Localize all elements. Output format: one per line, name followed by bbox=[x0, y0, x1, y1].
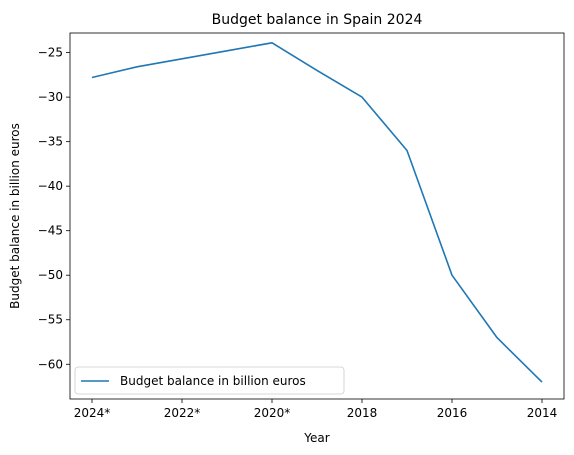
x-tick-label: 2022* bbox=[164, 406, 201, 420]
x-tick-label: 2024* bbox=[74, 406, 111, 420]
x-axis-label: Year bbox=[303, 431, 329, 445]
series-line-budget-balance bbox=[91, 41, 543, 383]
series-layer bbox=[91, 41, 543, 383]
y-tick-label: −40 bbox=[38, 179, 63, 193]
y-axis-label: Budget balance in billion euros bbox=[8, 123, 22, 309]
y-axis-ticks: −25 −30 −35 −40 −45 −50 −55 −60 bbox=[38, 46, 70, 371]
plot-frame bbox=[69, 32, 565, 400]
x-tick-label: 2014 bbox=[527, 406, 558, 420]
y-tick-label: −30 bbox=[38, 90, 63, 104]
x-tick-label: 2016 bbox=[437, 406, 468, 420]
y-tick-label: −45 bbox=[38, 224, 63, 238]
y-tick-label: −60 bbox=[38, 357, 63, 371]
legend-box bbox=[74, 366, 345, 395]
chart-title: Budget balance in Spain 2024 bbox=[212, 12, 423, 28]
x-tick-label: 2020* bbox=[254, 406, 291, 420]
y-tick-label: −50 bbox=[38, 268, 63, 282]
x-tick-label: 2018 bbox=[347, 406, 378, 420]
legend: Budget balance in billion euros bbox=[74, 366, 345, 395]
y-tick-label: −25 bbox=[38, 46, 63, 60]
y-tick-label: −35 bbox=[38, 135, 63, 149]
x-axis-ticks: 2024* 2022* 2020* 2018 2016 2014 bbox=[74, 399, 558, 420]
y-tick-label: −55 bbox=[38, 313, 63, 327]
legend-label: Budget balance in billion euros bbox=[120, 374, 306, 388]
